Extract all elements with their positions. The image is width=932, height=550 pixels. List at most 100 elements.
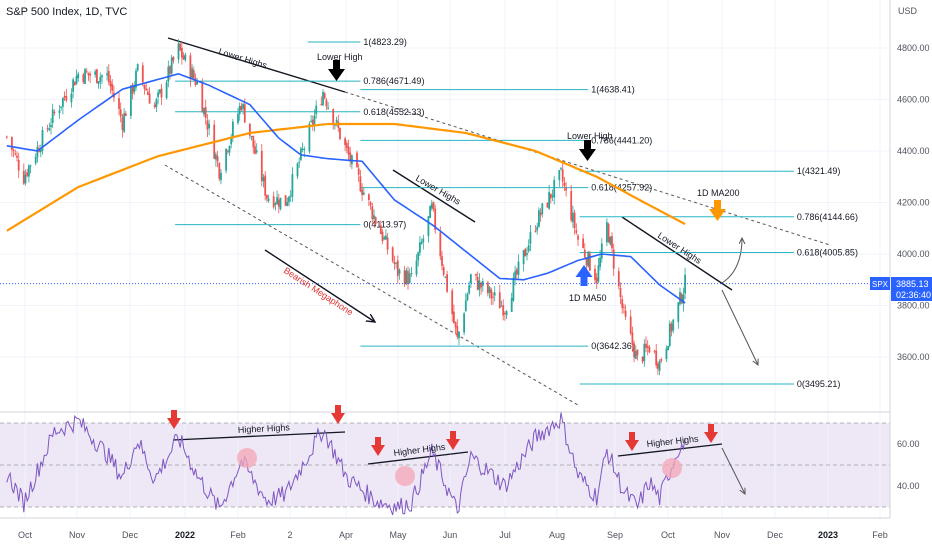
candle-body — [407, 271, 409, 285]
candle-body — [512, 277, 515, 301]
candle-body — [308, 123, 311, 152]
candle-body — [141, 65, 144, 83]
candle-body — [303, 148, 306, 151]
candle-body — [53, 111, 56, 113]
candle-body — [249, 123, 251, 136]
candle-body — [393, 261, 396, 264]
candle-body — [196, 81, 199, 85]
candle-body — [371, 206, 374, 220]
candle-body — [515, 269, 518, 275]
candles — [5, 39, 686, 376]
candle-body — [529, 232, 532, 244]
candle-body — [498, 292, 501, 309]
time-tick-label: Nov — [69, 530, 86, 540]
candle-body — [274, 203, 277, 205]
candle-body — [279, 197, 282, 210]
candle-body — [153, 104, 156, 108]
candle-body — [17, 160, 20, 171]
candle-body — [368, 194, 370, 200]
candle-body — [322, 92, 324, 106]
fib-level-label: 0.786(4441.20) — [591, 135, 652, 145]
price-badge-price: 3885.13 — [896, 279, 929, 289]
candle-body — [385, 235, 387, 240]
candle-body — [383, 237, 386, 240]
candle-body — [184, 54, 187, 61]
candle-body — [242, 104, 244, 109]
candle-body — [39, 149, 42, 153]
candle-body — [539, 212, 542, 216]
candle-body — [444, 276, 447, 278]
candle-body — [11, 136, 13, 150]
candle-body — [123, 113, 125, 132]
candle-body — [369, 202, 372, 206]
candle-body — [264, 175, 267, 196]
price-tick-label: 4800.00 — [897, 43, 930, 53]
candle-body — [225, 148, 227, 171]
annotation-lower-high: Lower High — [567, 131, 613, 141]
rsi-axis[interactable]: 60.00 40.00 — [897, 439, 920, 491]
candle-body — [546, 202, 549, 208]
rsi-higher-highs-line-3 — [617, 443, 723, 457]
candle-body — [417, 252, 420, 261]
candle-body — [41, 129, 44, 151]
candle-body — [310, 120, 312, 122]
candle-body — [179, 43, 182, 51]
candle-body — [468, 285, 471, 294]
candle-body — [157, 92, 159, 98]
candle-body — [419, 242, 421, 253]
time-axis[interactable]: Oct Nov Dec 2022 Feb 2 Apr May Jun Jul Aug Sep Oct No… — [18, 530, 888, 540]
candle-body — [634, 350, 637, 359]
rsi-higher-highs-line-1 — [172, 431, 346, 441]
candle-body — [395, 262, 397, 264]
bearish-scenario-arrow — [721, 289, 758, 365]
candle-body — [240, 105, 243, 110]
candle-body — [65, 95, 68, 101]
rsi-higher-highs-line-2 — [367, 451, 469, 465]
time-tick-label: May — [389, 530, 407, 540]
time-tick-label: Feb — [230, 530, 246, 540]
candle-body — [541, 203, 544, 214]
candle-body — [192, 70, 195, 78]
candle-body — [526, 253, 528, 255]
candle-body — [284, 195, 287, 206]
candle-body — [315, 105, 318, 115]
candle-body — [277, 199, 280, 207]
fib-level-label: 0(3495.21) — [797, 379, 841, 389]
candle-body — [514, 271, 516, 279]
candle-body — [446, 274, 448, 292]
chart-title: S&P 500 Index, 1D, TVC — [6, 6, 127, 18]
candle-body — [553, 179, 556, 198]
candle-body — [422, 238, 425, 243]
candle-body — [386, 237, 389, 250]
candle-body — [266, 195, 268, 199]
candle-body — [391, 247, 394, 262]
candle-body — [527, 245, 530, 252]
candle-body — [658, 361, 661, 371]
rsi-high-arrow-down — [167, 410, 181, 429]
candle-body — [624, 310, 627, 317]
price-tick-label: 3800.00 — [897, 301, 930, 311]
candle-body — [155, 99, 158, 108]
candle-body — [148, 93, 151, 104]
candle-body — [582, 238, 584, 249]
lower-highs-trendline-3 — [621, 216, 733, 291]
candle-body — [619, 287, 622, 298]
candle-body — [646, 345, 649, 348]
candle-body — [107, 70, 110, 83]
price-tick-label: 4000.00 — [897, 249, 930, 259]
rsi-high-arrow-down — [625, 432, 639, 451]
rsi-high-arrow-down — [331, 405, 345, 424]
fib-level-label: 0(3642.36) — [591, 341, 635, 351]
time-tick-label: Jul — [499, 530, 511, 540]
candle-body — [24, 174, 27, 184]
candle-body — [320, 104, 323, 106]
candle-body — [344, 138, 346, 145]
price-badge: SPX 3885.13 02:36:40 — [870, 277, 932, 301]
candle-body — [204, 107, 207, 119]
candle-body — [260, 150, 263, 181]
candle-body — [332, 109, 335, 126]
rsi-tick-label: 40.00 — [897, 481, 920, 491]
candle-body — [570, 191, 573, 221]
candle-body — [145, 88, 148, 91]
price-axis[interactable]: 4800.00 4600.00 4400.00 4200.00 4000.00 3800.… — [897, 43, 930, 362]
